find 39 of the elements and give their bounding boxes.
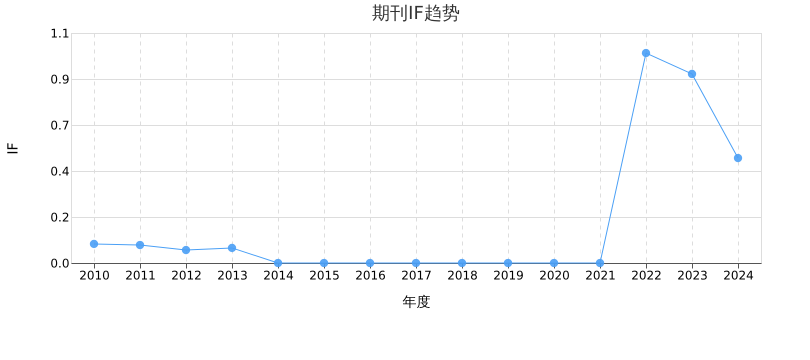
x-axis-title: 年度 <box>402 294 430 310</box>
point <box>366 258 374 268</box>
point <box>642 48 650 58</box>
y-tick-label: 0.7 <box>50 118 70 132</box>
x-tick-label: 2022 <box>631 268 662 282</box>
x-tick-label: 2020 <box>539 268 570 282</box>
x-tick-label: 2015 <box>309 268 340 282</box>
y-tick-label: 0.4 <box>50 164 70 178</box>
x-tick-label: 2014 <box>263 268 294 282</box>
point <box>596 258 604 268</box>
y-tick-label: 0.0 <box>50 256 70 270</box>
point <box>458 258 466 268</box>
chart-title: 期刊IF趋势 <box>372 3 460 24</box>
x-tick-label: 2017 <box>401 268 432 282</box>
x-tick-label: 2011 <box>125 268 156 282</box>
y-tick-label: 0.2 <box>50 210 70 224</box>
x-tick-label: 2018 <box>447 268 478 282</box>
point <box>136 240 144 250</box>
point <box>90 240 98 248</box>
x-tick-label: 2012 <box>171 268 202 282</box>
point <box>688 70 696 78</box>
point <box>274 258 282 268</box>
x-tick-label: 2010 <box>79 268 110 282</box>
point <box>504 258 512 268</box>
point <box>320 258 328 268</box>
point <box>412 258 420 268</box>
point <box>228 244 236 252</box>
y-axis-title: IF <box>5 142 22 155</box>
x-tick-label: 2013 <box>217 268 248 282</box>
point <box>182 246 190 254</box>
point <box>550 258 558 268</box>
x-tick-label: 2016 <box>355 268 386 282</box>
y-tick-label: 0.9 <box>50 72 70 86</box>
x-tick-label: 2023 <box>677 268 708 282</box>
x-tick-label: 2024 <box>723 268 754 282</box>
point <box>734 154 742 162</box>
y-tick-label: 1.1 <box>50 26 70 40</box>
x-tick-label: 2021 <box>585 268 616 282</box>
x-tick-label: 2019 <box>493 268 524 282</box>
